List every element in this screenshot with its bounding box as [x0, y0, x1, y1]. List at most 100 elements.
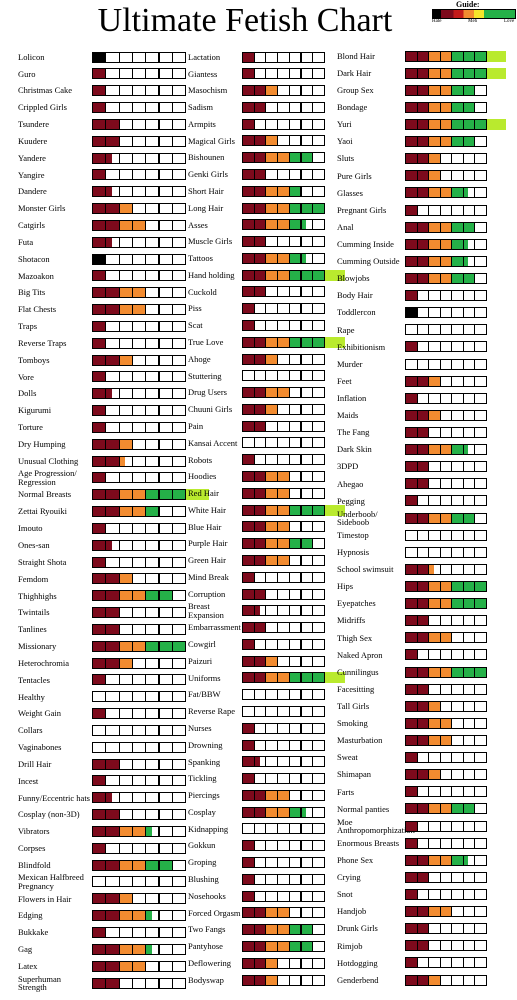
rating-fill: [405, 307, 417, 319]
rating-fill: [92, 253, 106, 265]
rating-box: [171, 876, 187, 888]
rating-fill: [145, 506, 159, 518]
rating-fill: [451, 666, 486, 678]
rating-box: [312, 571, 325, 583]
row-label: Edging: [18, 910, 43, 921]
rating-box: [171, 657, 187, 669]
guide-title: Guide:: [456, 0, 480, 9]
rating-box: [158, 85, 173, 97]
rating-box: [92, 135, 107, 147]
rating-fill: [92, 775, 106, 787]
row-label: Mind Break: [188, 571, 229, 582]
rating-box: [145, 371, 160, 383]
rating-box: [131, 51, 147, 63]
row-label: Kuudere: [18, 135, 48, 146]
rating-box: [118, 405, 133, 417]
rating-fill: [451, 118, 486, 130]
rating-box: [312, 823, 325, 835]
rating-box: [145, 388, 160, 400]
rating-box: [92, 792, 107, 804]
rating-box: [474, 717, 487, 729]
rating-box: [145, 859, 160, 871]
rating-box: [105, 337, 120, 349]
rating-box: [118, 640, 133, 652]
rating-box: [474, 529, 487, 541]
rating-box: [171, 337, 187, 349]
row-label: Tattoos: [188, 253, 213, 264]
row-label: Nurses: [188, 723, 212, 734]
rating-fill: [92, 270, 106, 282]
row-label: Blushing: [188, 874, 219, 885]
rating-box: [158, 960, 173, 972]
rating-fill: [265, 521, 289, 533]
rating-box: [145, 809, 160, 821]
rating-fill: [405, 752, 417, 764]
rating-box: [171, 68, 187, 80]
rating-box: [171, 51, 187, 63]
row-label: Drug Users: [188, 387, 227, 398]
rating-box: [171, 371, 187, 383]
row-label: Purple Hair: [188, 538, 228, 549]
rating-fill: [118, 573, 132, 585]
rating-fill: [145, 910, 152, 922]
rating-box: [118, 236, 133, 248]
rating-fill: [485, 50, 507, 62]
rating-box: [312, 722, 325, 734]
rating-box: [92, 623, 107, 635]
rating-fill: [265, 940, 289, 952]
rating-box: [92, 809, 107, 821]
rating-box: [312, 504, 325, 516]
row-label: Giantess: [188, 68, 218, 79]
row-label: Moe Anthropomorphization: [337, 816, 415, 835]
rating-box: [158, 926, 173, 938]
rating-box: [105, 68, 120, 80]
rating-box: [474, 906, 487, 918]
rating-fill: [405, 649, 417, 661]
rating-box: [312, 890, 325, 902]
rating-box: [312, 756, 325, 768]
rating-box: [171, 977, 187, 989]
rating-fill: [265, 403, 278, 415]
rating-box: [145, 304, 160, 316]
rating-box: [158, 876, 173, 888]
rating-box: [105, 203, 120, 215]
guide-label: Love: [504, 19, 515, 24]
rating-box: [105, 253, 120, 265]
rating-box: [171, 960, 187, 972]
rating-fill: [323, 269, 345, 281]
rating-box: [92, 926, 107, 938]
rating-fill: [428, 409, 440, 421]
rating-box: [474, 187, 487, 199]
rating-fill: [405, 290, 417, 302]
rating-fill: [265, 538, 289, 550]
rating-box: [92, 253, 107, 265]
row-label: Sweat: [337, 752, 358, 763]
rating-box: [158, 842, 173, 854]
rating-box: [474, 580, 487, 592]
rating-box: [105, 219, 120, 231]
row-label: Kigurumi: [18, 405, 52, 416]
rating-box: [158, 522, 173, 534]
rating-box: [105, 371, 120, 383]
row-label: Vore: [18, 371, 34, 382]
row-label: Vibrators: [18, 826, 50, 837]
row-label: Piss: [188, 303, 202, 314]
rating-box: [131, 859, 147, 871]
rating-box: [131, 472, 147, 484]
rating-box: [131, 960, 147, 972]
rating-box: [171, 607, 187, 619]
rating-box: [312, 840, 325, 852]
rating-box: [171, 792, 187, 804]
rating-box: [474, 888, 487, 900]
rating-fill: [92, 926, 106, 938]
rating-box: [158, 741, 173, 753]
rating-fill: [242, 840, 254, 852]
rating-box: [92, 371, 107, 383]
row-label: Gag: [18, 944, 33, 955]
rating-box: [158, 337, 173, 349]
rating-fill: [265, 907, 289, 919]
rating-box: [158, 792, 173, 804]
rating-box: [145, 337, 160, 349]
rating-fill: [288, 924, 313, 936]
rating-box: [312, 588, 325, 600]
